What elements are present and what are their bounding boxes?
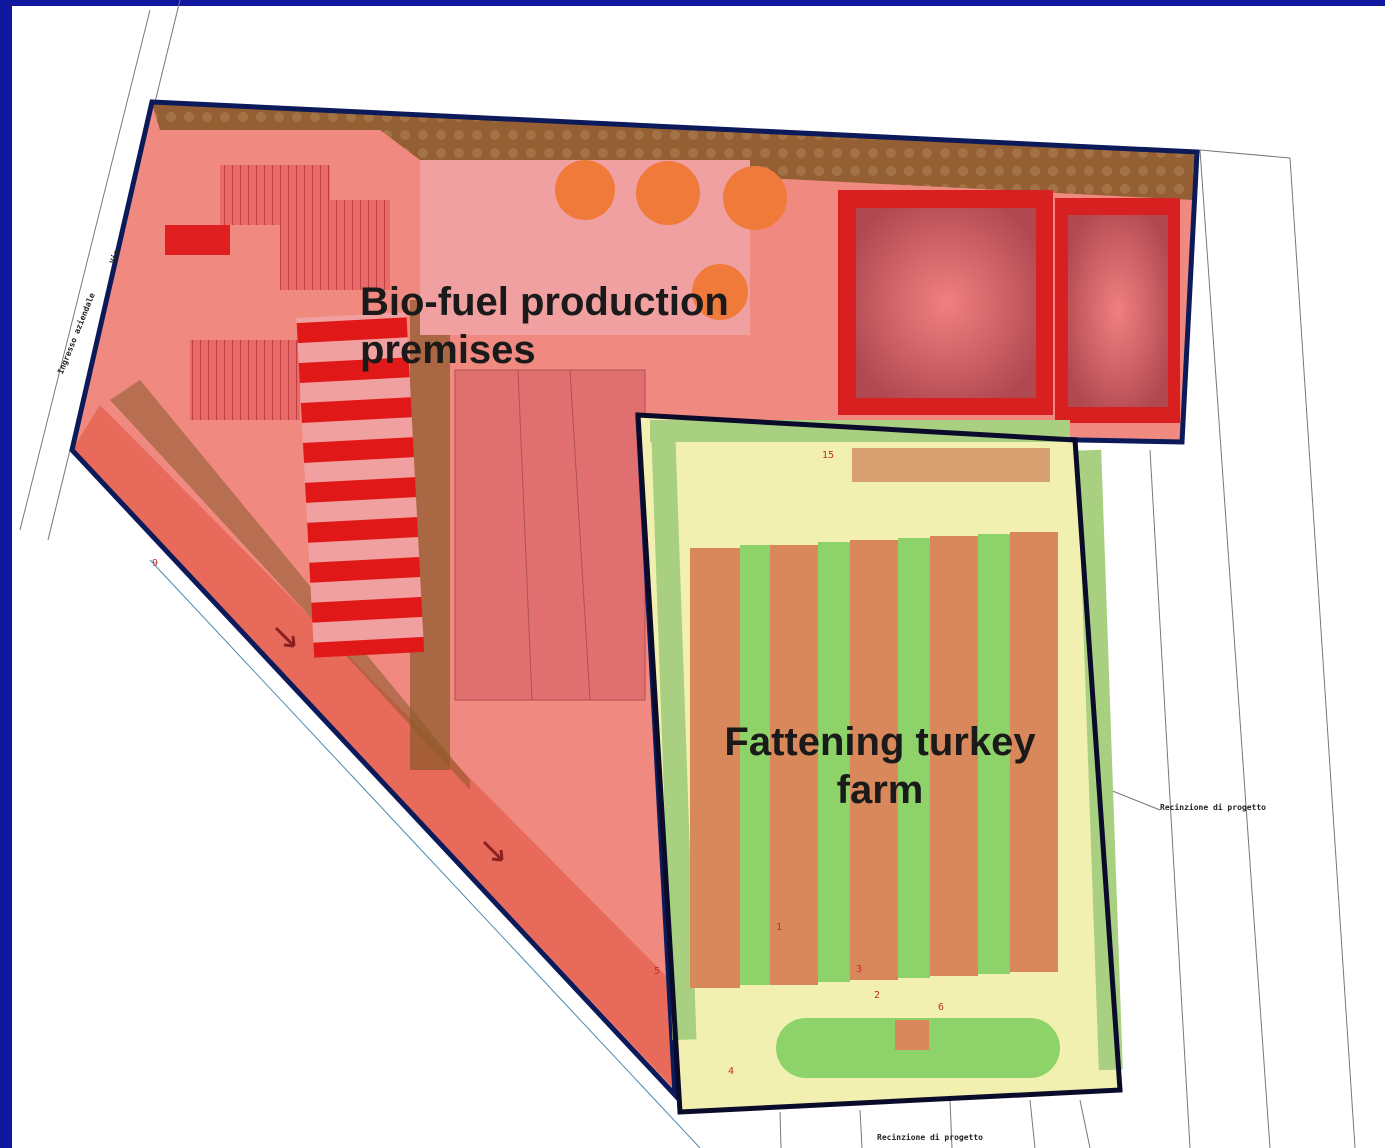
tank-4 [692, 264, 748, 320]
building-4 [165, 225, 230, 255]
turkey-farm-zone-label: Fattening turkey farm [680, 718, 1080, 814]
marker-4: 4 [728, 1066, 734, 1077]
marker-3: 3 [856, 964, 862, 975]
biofuel-area [69, 99, 1200, 1102]
barn-rows [690, 532, 1058, 988]
building-2 [280, 200, 390, 290]
hedge-top [152, 104, 1196, 200]
turkey-label-line1: Fattening turkey [724, 720, 1036, 764]
shed-large [454, 369, 646, 701]
marker-1: 1 [776, 922, 782, 933]
marker-9: 9 [152, 558, 158, 569]
tank-3 [723, 166, 787, 230]
fence-note-right: Recinzione di progetto [1160, 803, 1266, 812]
hedge-diagonal [110, 380, 470, 790]
marker-15: 15 [822, 450, 834, 461]
marker-6: 6 [938, 1002, 944, 1013]
biofuel-label-line1: Bio-fuel production [360, 280, 729, 324]
marker-5: 5 [654, 966, 660, 977]
tank-1 [555, 160, 615, 220]
storage-striped [296, 312, 425, 658]
turkey-label-line2: farm [836, 768, 924, 812]
biofuel-label-line2: premises [360, 328, 536, 372]
tank-2 [636, 161, 700, 225]
hedge-farm-left [651, 439, 697, 1041]
plan-markers: 9 15 1 2 3 6 5 4 [152, 450, 944, 1077]
road-arrow-2 [482, 840, 504, 862]
farm-building-top [852, 448, 1050, 482]
hedge-farm-top [650, 420, 1070, 442]
internal-road [72, 405, 690, 1095]
marker-2: 2 [874, 990, 880, 1001]
turkey-zone-outline [635, 412, 1123, 1115]
building-3 [190, 340, 300, 420]
biofuel-zone-label: Bio-fuel production premises [360, 278, 820, 374]
turkey-farm-area [635, 412, 1123, 1115]
fence-note-bottom: Recinzione di progetto [877, 1133, 983, 1142]
road-arrow-1 [274, 626, 296, 648]
farm-small-building [895, 1020, 929, 1050]
